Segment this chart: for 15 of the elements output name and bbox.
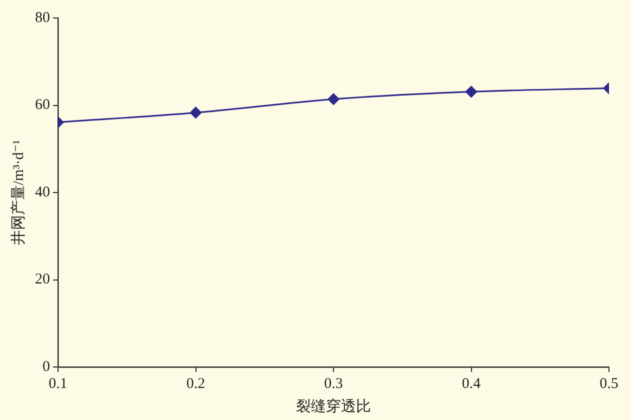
y-axis-title: 井网产量/m³·d⁻¹ xyxy=(10,140,27,246)
point xyxy=(328,93,340,105)
y-tick-label: 60 xyxy=(35,97,50,114)
x-tick-label: 0.3 xyxy=(324,376,343,392)
x-axis-title: 裂缝穿透比 xyxy=(296,398,371,415)
x-tick-label: 0.4 xyxy=(462,376,482,392)
point xyxy=(465,86,478,98)
x-tick-label: 0.5 xyxy=(600,376,618,392)
y-tick-label: 80 xyxy=(35,10,50,26)
x-tick-label: 0.2 xyxy=(186,376,206,392)
y-tick-label: 20 xyxy=(35,272,50,288)
y-tick-label: 40 xyxy=(35,184,50,200)
x-tick-label: 0.1 xyxy=(48,376,68,392)
point xyxy=(190,106,202,118)
y-tick-label: 0 xyxy=(42,358,50,375)
